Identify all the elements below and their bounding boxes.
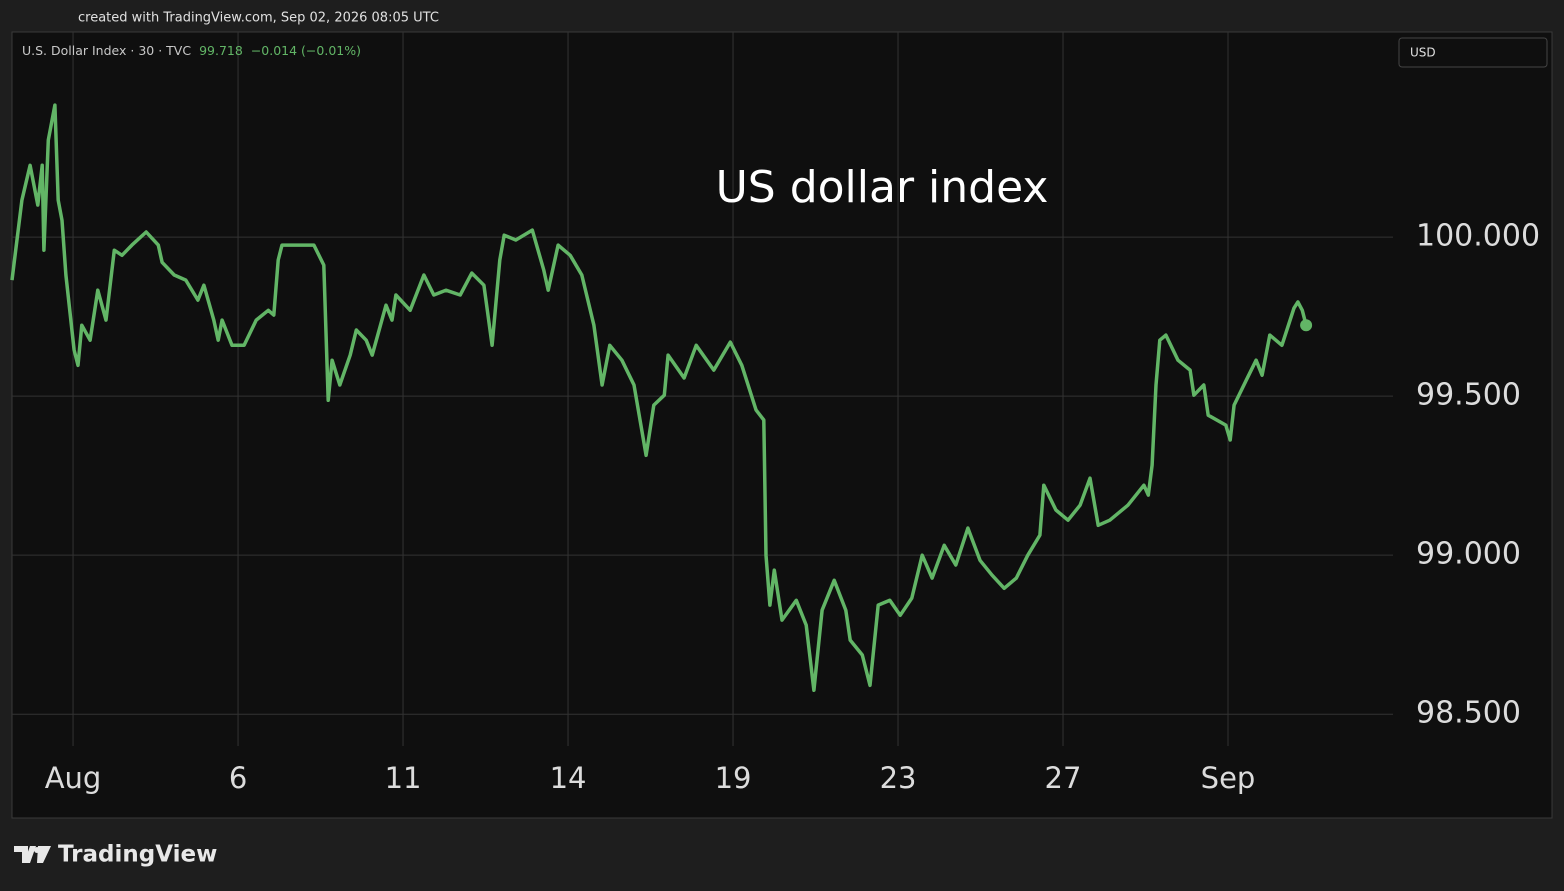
currency[interactable]: USD [1410, 46, 1436, 60]
symbol: U.S. Dollar Index · 30 · TVC [22, 43, 191, 58]
brand-logo [14, 846, 51, 863]
price-line [10, 103, 1308, 693]
x-tick-label: 23 [880, 761, 917, 795]
y-tick-label: 100.000 [1416, 219, 1540, 254]
last-price: 99.718 [199, 43, 243, 58]
plot-area: 98.500 99.000 99.500 100.000 Aug 6 11 14 19 23 27 S… [10, 32, 1540, 795]
brand: TradingView [58, 842, 217, 868]
x-tick-label: 6 [229, 761, 247, 795]
y-tick-label: 99.500 [1416, 378, 1521, 413]
chart-panel [11, 31, 1553, 819]
x-tick-label: 19 [715, 761, 752, 795]
x-tick-label: Sep [1201, 761, 1256, 795]
x-tick-label: Aug [45, 761, 102, 795]
currency-box[interactable] [1398, 37, 1548, 68]
symbol-label: U.S. Dollar Index · 30 · TVC 99.718 −0.014… [22, 43, 361, 58]
watermark: created with TradingView.com, Sep 02, 20… [78, 11, 439, 26]
x-tick-label: 14 [550, 761, 587, 795]
logo-mark [14, 846, 51, 863]
logo-dot [34, 847, 40, 853]
y-tick-label: 99.000 [1416, 537, 1521, 572]
x-tick-label: 11 [385, 761, 422, 795]
price-change: −0.014 (−0.01%) [251, 43, 361, 58]
chart-title: US dollar index [716, 162, 1049, 213]
y-tick-label: 98.500 [1416, 696, 1521, 731]
x-tick-label: 27 [1045, 761, 1082, 795]
last-point [1300, 319, 1313, 332]
